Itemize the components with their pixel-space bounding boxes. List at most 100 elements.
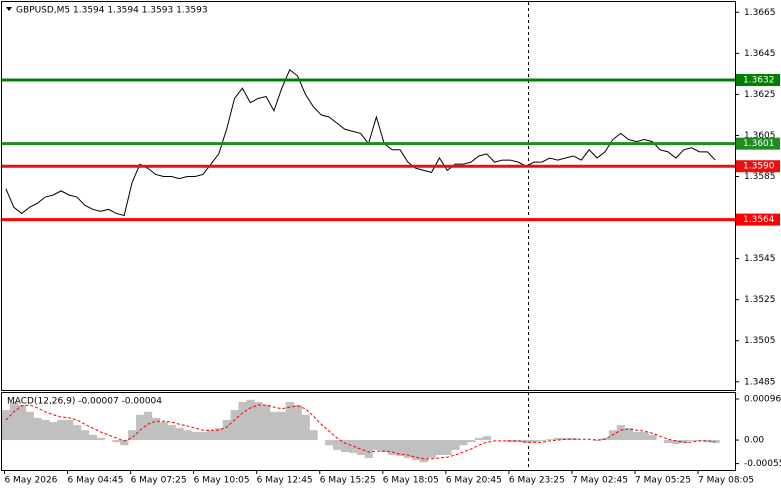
macd-bar bbox=[246, 399, 255, 441]
macd-bar bbox=[664, 440, 673, 444]
x-tick-label: 6 May 20:45 bbox=[446, 476, 502, 486]
macd-bar bbox=[199, 431, 208, 441]
title-arrow bbox=[6, 7, 12, 11]
macd-bar bbox=[679, 440, 689, 444]
y-tick-label: 1.3525 bbox=[744, 295, 776, 305]
price-panel bbox=[1, 1, 736, 391]
macd-bar bbox=[403, 440, 413, 459]
macd-bar bbox=[435, 440, 444, 456]
macd-bar bbox=[309, 430, 318, 441]
macd-bar bbox=[17, 404, 27, 441]
macd-bar bbox=[183, 430, 192, 441]
macd-bar bbox=[648, 434, 657, 441]
macd-bar bbox=[120, 440, 129, 446]
level-label-box bbox=[736, 160, 780, 173]
y-tick-label: 1.3505 bbox=[744, 336, 776, 346]
level-label: 1.3590 bbox=[743, 162, 775, 172]
macd-bar bbox=[364, 440, 373, 459]
macd-bar bbox=[230, 410, 239, 441]
macd-bar bbox=[262, 404, 271, 441]
x-tick-label: 6 May 04:45 bbox=[68, 476, 124, 486]
macd-bar bbox=[671, 440, 681, 444]
macd-bar bbox=[159, 422, 168, 441]
macd-bar bbox=[269, 411, 279, 441]
x-tick-label: 6 May 23:25 bbox=[509, 476, 565, 486]
macd-bar bbox=[616, 425, 626, 441]
macd-bar bbox=[151, 417, 161, 441]
macd-bar bbox=[632, 431, 641, 441]
macd-bar bbox=[411, 440, 421, 461]
x-tick-label: 6 May 07:25 bbox=[131, 476, 187, 486]
macd-bar bbox=[530, 440, 539, 443]
marks bbox=[2, 68, 720, 463]
level-label: 1.3564 bbox=[743, 215, 775, 225]
macd-bar bbox=[238, 401, 247, 441]
macd-bar bbox=[640, 431, 649, 441]
level-label-box bbox=[736, 74, 780, 87]
y-tick-label: 1.3585 bbox=[744, 172, 776, 182]
macd-bar bbox=[214, 428, 224, 441]
macd-bar bbox=[427, 440, 436, 459]
y-tick-label: 1.3665 bbox=[744, 8, 776, 18]
y-tick-label: 1.3605 bbox=[744, 131, 776, 141]
macd-bar bbox=[80, 430, 90, 441]
macd-bar bbox=[72, 425, 82, 441]
level-label: 1.3601 bbox=[743, 139, 775, 149]
macd-bar bbox=[128, 430, 137, 441]
level-label: 1.3632 bbox=[743, 76, 775, 86]
macd-bar bbox=[222, 419, 231, 441]
y-tick-label: 1.3625 bbox=[744, 90, 776, 100]
y-tick-label: 0.00096 bbox=[744, 394, 781, 404]
macd-bar bbox=[49, 422, 58, 441]
macd-bar bbox=[277, 411, 287, 441]
macd-bar bbox=[396, 440, 405, 456]
macd-bar bbox=[451, 440, 460, 450]
y-tick-label: -0.00055 bbox=[744, 459, 781, 469]
macd-bar bbox=[57, 419, 66, 441]
macd-bar bbox=[545, 439, 555, 441]
macd-bar bbox=[191, 431, 200, 441]
macd-bar bbox=[388, 440, 397, 456]
macd-bar bbox=[285, 401, 295, 441]
macd-bar bbox=[333, 440, 342, 450]
y-tick-label: 1.3645 bbox=[744, 49, 776, 59]
macd-bar bbox=[482, 436, 492, 441]
macd-panel bbox=[1, 392, 736, 471]
macd-bar bbox=[325, 440, 334, 446]
macd-bar bbox=[25, 411, 34, 441]
macd-bar bbox=[443, 440, 452, 456]
macd-bar bbox=[112, 440, 121, 443]
macd-bar bbox=[419, 440, 429, 463]
x-tick-label: 7 May 08:05 bbox=[698, 476, 754, 486]
macd-bar bbox=[522, 440, 531, 444]
macd-bar bbox=[293, 404, 302, 441]
macd-bar bbox=[711, 440, 720, 444]
chart-title: GBPUSD,M5 1.3594 1.3594 1.3593 1.3593 bbox=[16, 6, 208, 16]
x-tick-label: 6 May 2026 bbox=[4, 476, 57, 486]
macd-bar bbox=[135, 414, 145, 441]
macd-bar bbox=[167, 425, 176, 441]
macd-bar bbox=[88, 434, 97, 441]
y-tick-label: 1.3545 bbox=[744, 254, 776, 264]
macd-bar bbox=[356, 440, 365, 456]
macd-bar bbox=[380, 440, 389, 453]
x-tick-label: 6 May 10:05 bbox=[194, 476, 250, 486]
macd-bar bbox=[96, 437, 105, 441]
macd-bar bbox=[553, 437, 563, 441]
macd-bar bbox=[593, 440, 602, 441]
x-tick-label: 6 May 18:05 bbox=[383, 476, 439, 486]
x-tick-label: 7 May 02:45 bbox=[572, 476, 628, 486]
macd-bar bbox=[2, 410, 11, 441]
macd-bar bbox=[340, 440, 350, 453]
macd-bar bbox=[537, 440, 547, 441]
macd-bar bbox=[348, 440, 358, 453]
signal-line bbox=[5, 404, 716, 460]
level-label-box bbox=[736, 213, 780, 226]
macd-bar bbox=[33, 417, 42, 441]
macd-bar bbox=[143, 411, 153, 441]
x-tick-label: 6 May 12:45 bbox=[257, 476, 313, 486]
macd-title: MACD(12,26,9) -0.00007 -0.00004 bbox=[7, 397, 162, 407]
macd-bar bbox=[372, 440, 381, 450]
